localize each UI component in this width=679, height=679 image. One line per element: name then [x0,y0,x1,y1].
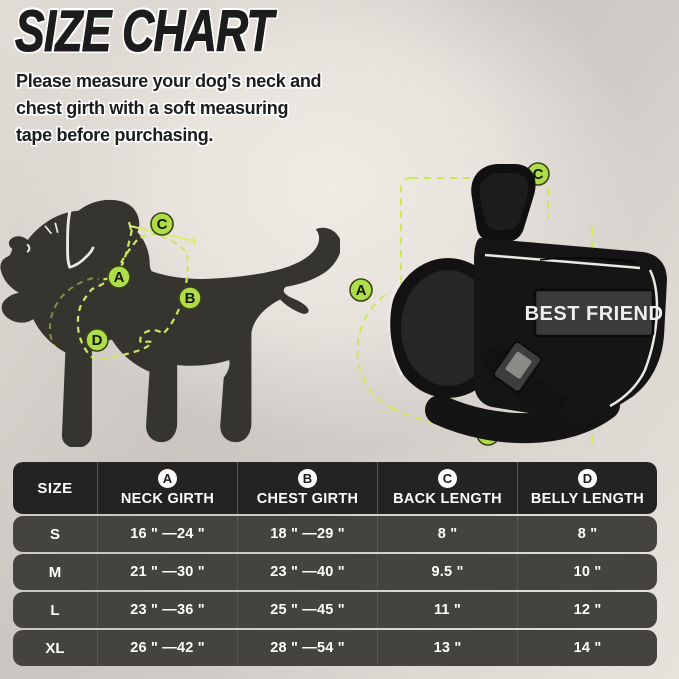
svg-text:A: A [114,269,125,286]
svg-text:D: D [92,332,103,349]
svg-text:B: B [185,290,196,307]
svg-text:BEST FRIEND: BEST FRIEND [525,303,664,325]
svg-text:C: C [157,216,168,233]
